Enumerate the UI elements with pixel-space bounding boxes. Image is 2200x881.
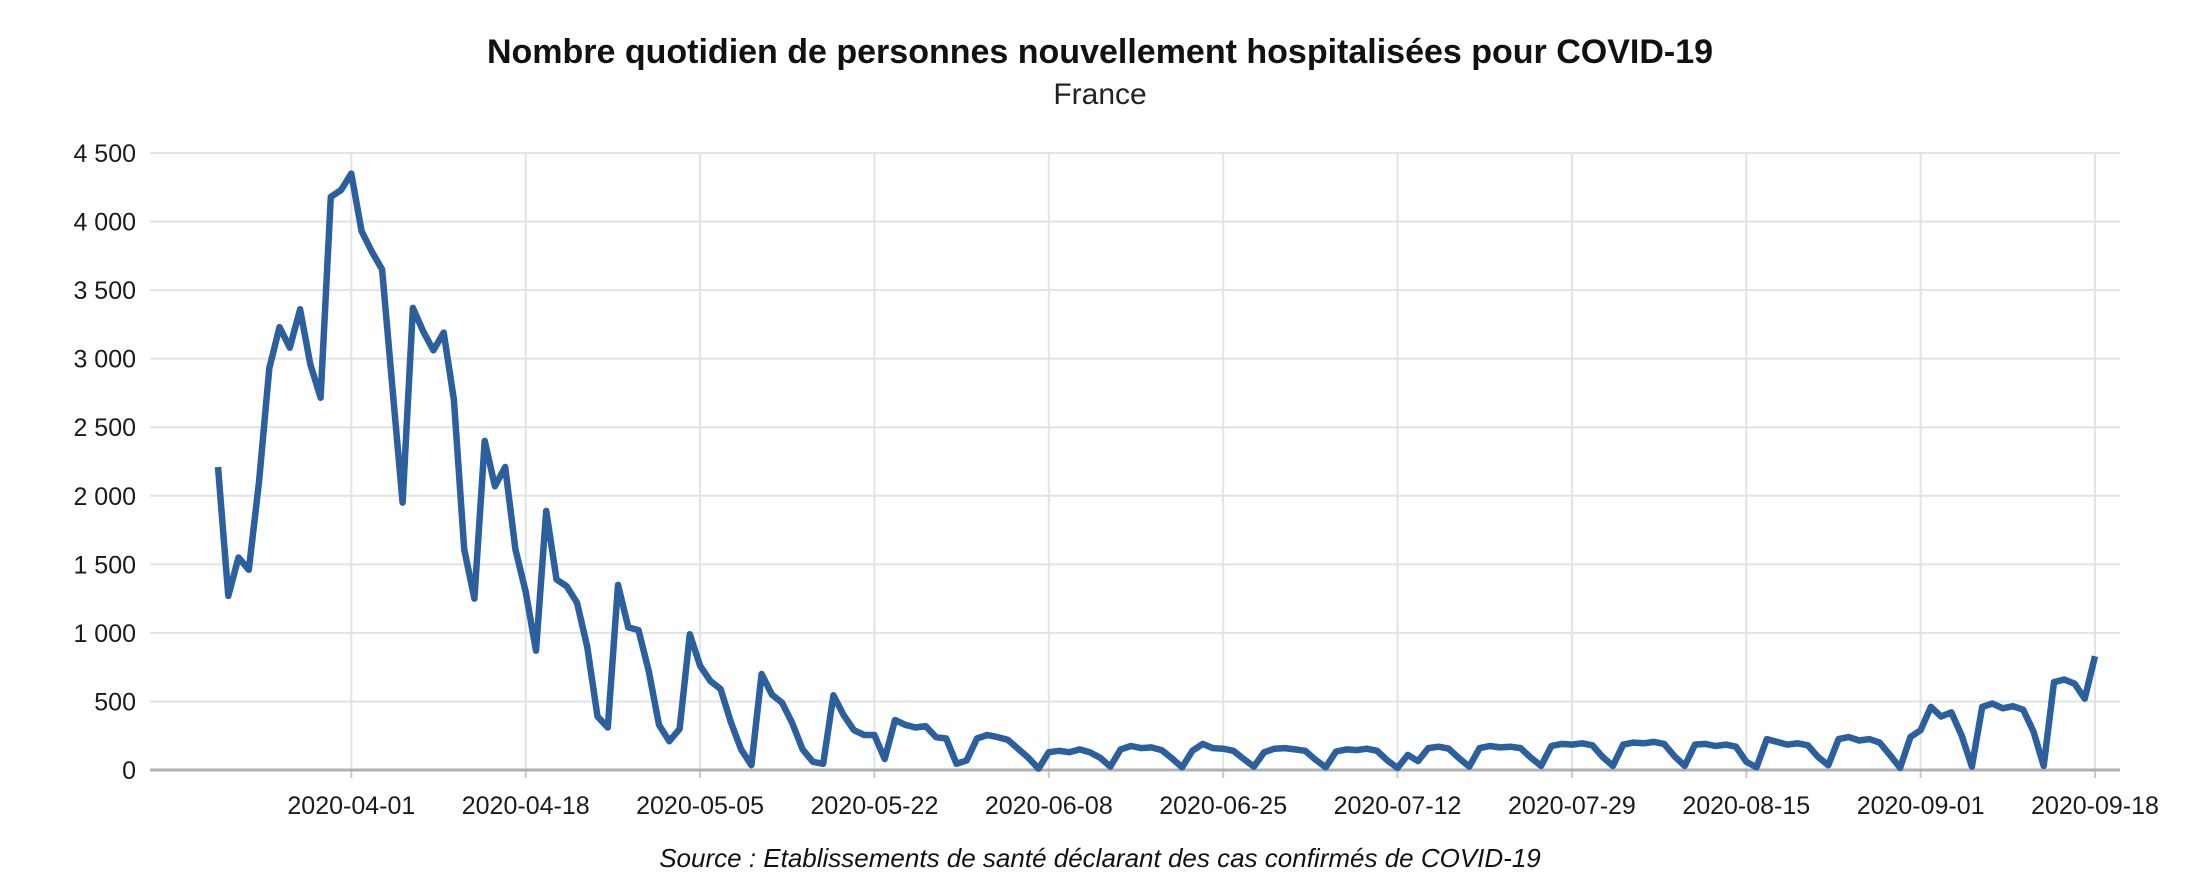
y-tick-label: 3 000 (73, 346, 136, 374)
y-tick-label: 4 500 (73, 140, 136, 168)
y-tick-label: 3 500 (73, 277, 136, 305)
y-tick-label: 0 (122, 757, 136, 785)
y-tick-label: 1 500 (73, 551, 136, 579)
x-tick-label: 2020-05-05 (636, 792, 764, 820)
x-tick-label: 2020-04-18 (462, 792, 590, 820)
y-tick-label: 4 000 (73, 209, 136, 237)
x-tick-label: 2020-06-25 (1159, 792, 1287, 820)
x-tick-label: 2020-04-01 (287, 792, 415, 820)
y-tick-label: 2 000 (73, 483, 136, 511)
x-tick-label: 2020-05-22 (810, 792, 938, 820)
x-tick-label: 2020-09-18 (2031, 792, 2159, 820)
x-tick-label: 2020-08-15 (1682, 792, 1810, 820)
x-tick-label: 2020-09-01 (1857, 792, 1985, 820)
source-note: Source : Etablissements de santé déclara… (659, 843, 1541, 873)
chart-title: Nombre quotidien de personnes nouvelleme… (486, 33, 1714, 71)
y-tick-label: 1 000 (73, 620, 136, 648)
chart-subtitle: France (1053, 78, 1147, 111)
y-tick-label: 500 (94, 688, 136, 716)
y-tick-label: 2 500 (73, 414, 136, 442)
x-tick-label: 2020-07-29 (1508, 792, 1636, 820)
x-tick-label: 2020-07-12 (1334, 792, 1462, 820)
x-tick-label: 2020-06-08 (985, 792, 1113, 820)
hospitalizations-line-series (214, 170, 2099, 772)
